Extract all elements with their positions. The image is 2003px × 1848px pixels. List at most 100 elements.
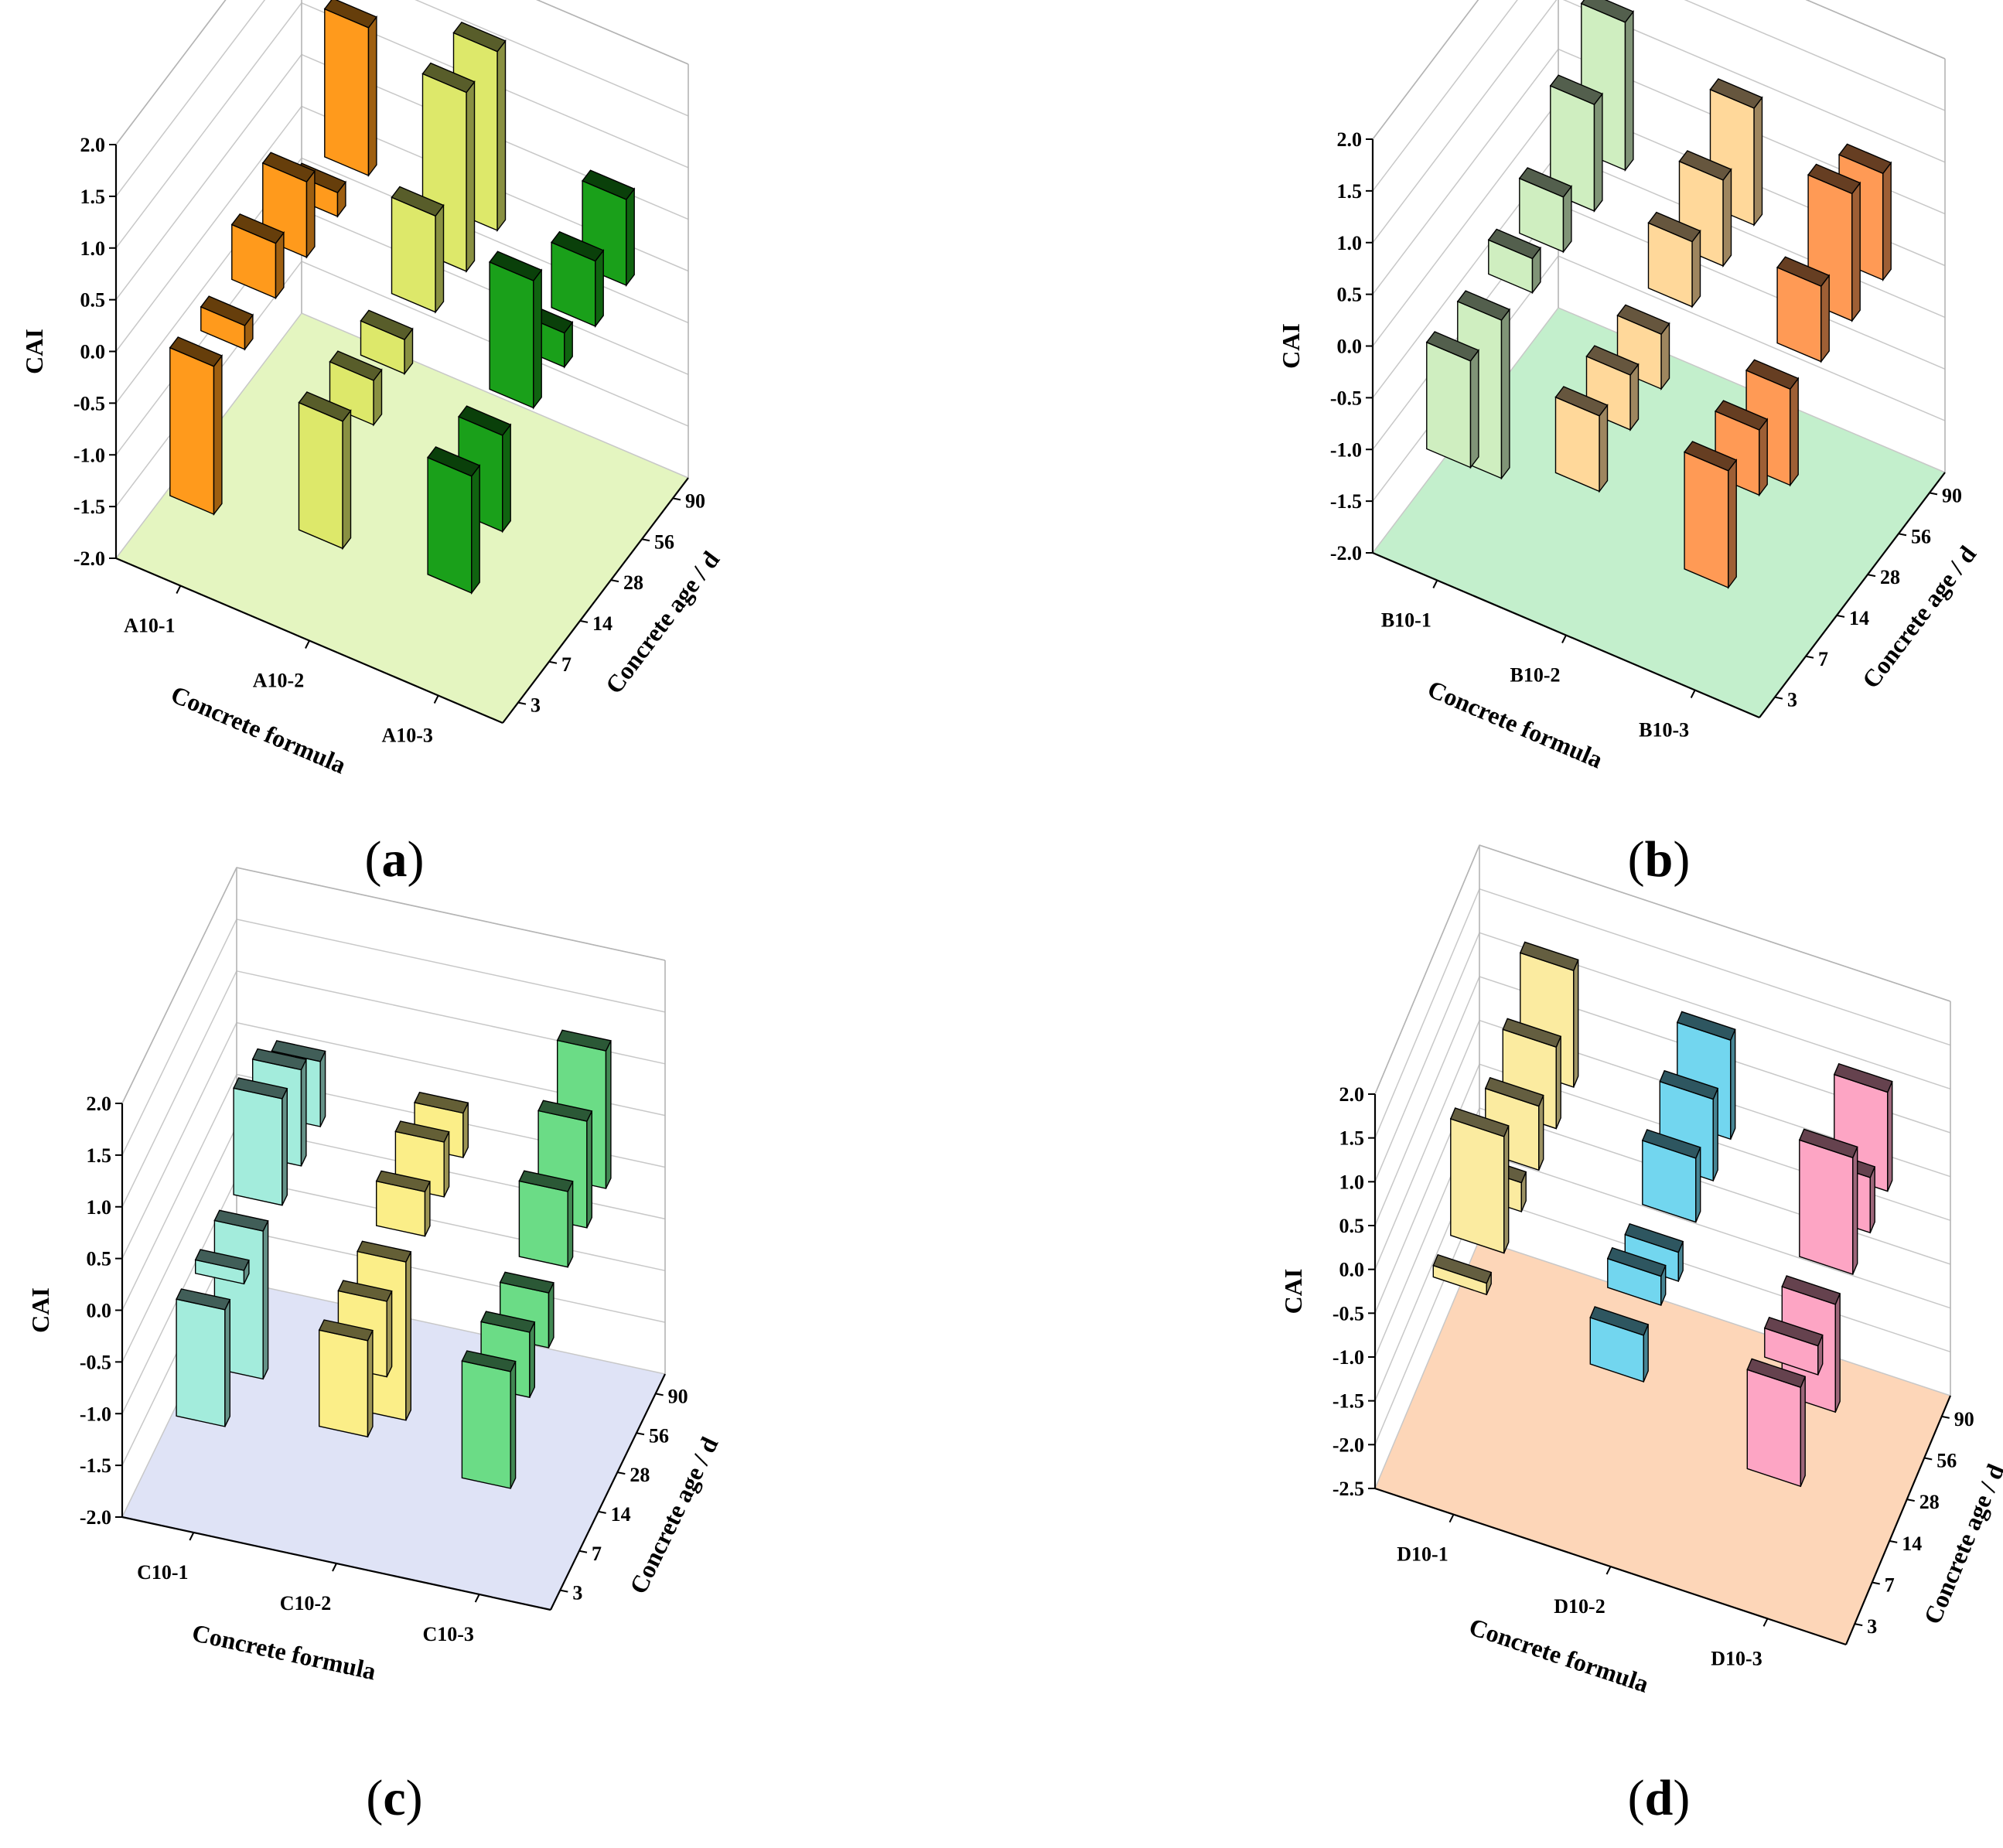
- bar-top-face: [298, 391, 352, 422]
- category-label: A10-3: [381, 725, 432, 747]
- y-tick: [655, 1393, 664, 1396]
- bar-side-face: [305, 169, 316, 259]
- bar-top-face: [1456, 290, 1511, 321]
- bar-C10-1-age-7: [194, 1249, 250, 1285]
- chart-a: 2.0 1.5 1.0 0.5 0.0 -0.5 -1.0 -1.5 -2.0 A10-1 A10-…: [20, 0, 725, 888]
- bar-A10-1-age-90: [323, 0, 377, 178]
- bar-front-face: [298, 401, 343, 550]
- z-tick-label: 1.0: [80, 237, 106, 260]
- bar-C10-1-age-28: [233, 1077, 288, 1206]
- axis-line: [550, 1373, 666, 1611]
- bar-side-face: [319, 1051, 326, 1127]
- bar-front-face: [489, 261, 534, 409]
- bar-side-face: [282, 1088, 288, 1206]
- bar-front-face: [391, 196, 436, 313]
- bar-top-face: [360, 309, 414, 341]
- bar-top-face: [1449, 1107, 1510, 1137]
- bar-side-face: [1753, 96, 1763, 227]
- bar-A10-2-age-14: [360, 309, 414, 376]
- bar-top-face: [329, 350, 383, 381]
- panel-label: (c): [366, 1770, 422, 1826]
- panel-paren-open: (: [1628, 1770, 1645, 1826]
- bar-top-face: [1807, 163, 1861, 195]
- z-axis-title: CAI: [20, 329, 48, 374]
- wall-edge: [1479, 844, 1951, 1002]
- x-tick: [1561, 635, 1567, 643]
- y-tick: [548, 660, 558, 664]
- z-tick-label: -2.0: [73, 547, 105, 570]
- age-label: 90: [685, 489, 705, 512]
- bar-top-face: [537, 1100, 593, 1122]
- chart-d: 2.0 1.5 1.0 0.5 0.0 -0.5 -1.0 -1.5 -2.0 -2.5 D10-1…: [1279, 844, 2003, 1826]
- bar-top-face: [391, 186, 445, 217]
- bar-top-face: [375, 1170, 431, 1193]
- bar-top-face: [261, 152, 316, 182]
- bar-top-face: [213, 1209, 269, 1232]
- panel-letter: c: [383, 1770, 405, 1826]
- wall-edge: [1372, 0, 1479, 140]
- bar-C10-2-age-28: [375, 1170, 431, 1237]
- z-tick-label: 1.0: [1339, 1171, 1365, 1193]
- z-axis-title: CAI: [1277, 323, 1305, 369]
- floor-plane: [1375, 1239, 1950, 1645]
- bar-A10-3-age-14: [488, 251, 543, 410]
- bar-side-face: [367, 1330, 374, 1437]
- axes: 2.0 1.5 1.0 0.5 0.0 -0.5 -1.0 -1.5 -2.0 B10-1 B10-…: [1330, 128, 1962, 742]
- axes: 2.0 1.5 1.0 0.5 0.0 -0.5 -1.0 -1.5 -2.0 -2.5 D10-1…: [1332, 1083, 1974, 1669]
- gridline: [115, 0, 689, 197]
- bar-B10-1-age-3: [1425, 331, 1480, 469]
- bar-side-face: [1852, 1147, 1858, 1275]
- z-tick-label: -2.0: [80, 1506, 111, 1529]
- bar-top-face: [1580, 0, 1634, 23]
- z-tick-label: -0.5: [73, 392, 105, 414]
- bar-side-face: [466, 80, 476, 273]
- y-tick: [672, 497, 681, 501]
- bar-top-face: [480, 1311, 536, 1333]
- bar-side-face: [510, 1361, 517, 1489]
- bar-top-face: [421, 62, 476, 94]
- category-label: A10-2: [253, 670, 304, 692]
- bar-side-face: [595, 248, 604, 328]
- chart-c: 2.0 1.5 1.0 0.5 0.0 -0.5 -1.0 -1.5 -2.0 C10-1 C10-…: [26, 867, 724, 1826]
- bar-top-face: [233, 1077, 288, 1100]
- panel-paren-open: (: [366, 1770, 383, 1826]
- x-tick: [1762, 1618, 1769, 1627]
- bar-front-face: [319, 1329, 369, 1438]
- z-tick-label: -1.5: [80, 1454, 111, 1477]
- wall-edge: [1805, 0, 1946, 60]
- bar-D10-1-age-7: [1449, 1107, 1510, 1254]
- y-tick: [1867, 574, 1876, 578]
- z-tick-label: -1.0: [1332, 1346, 1364, 1369]
- bar-front-face: [233, 1087, 283, 1206]
- bar-top-face: [1678, 150, 1732, 181]
- x-axis-title: Concrete formula: [189, 1618, 378, 1685]
- category-label: D10-2: [1554, 1595, 1605, 1618]
- bar-side-face: [1695, 1147, 1701, 1222]
- bar-top-face: [1746, 1358, 1807, 1389]
- bar-B10-2-age-56: [1678, 150, 1732, 268]
- age-label: 3: [1867, 1615, 1877, 1638]
- axis-line: [502, 477, 689, 724]
- bar-top-face: [323, 0, 377, 29]
- y-tick: [636, 1432, 645, 1436]
- z-tick-label: 0.0: [1337, 336, 1363, 358]
- bar-D10-3-age-28: [1798, 1128, 1858, 1275]
- y-tick: [1774, 696, 1783, 700]
- bar-front-face: [1746, 1369, 1802, 1488]
- bar-top-face: [1676, 1011, 1736, 1042]
- bar-side-face: [1503, 1125, 1510, 1253]
- category-label: D10-3: [1711, 1647, 1762, 1669]
- bar-B10-3-age-3: [1683, 441, 1738, 590]
- bar-top-face: [518, 1170, 574, 1192]
- bar-top-face: [1606, 1246, 1667, 1277]
- gridline: [1372, 0, 1946, 192]
- x-axis-title: Concrete formula: [1466, 1612, 1652, 1698]
- bar-side-face: [1712, 1088, 1718, 1181]
- age-label: 3: [1787, 689, 1797, 711]
- bar-front-face: [1426, 341, 1472, 469]
- bar-top-face: [1763, 1316, 1824, 1347]
- wall-edge: [1374, 844, 1480, 1095]
- gridline: [115, 0, 689, 145]
- z-tick-label: -1.5: [1332, 1390, 1364, 1413]
- z-tick-label: 1.0: [1337, 232, 1363, 254]
